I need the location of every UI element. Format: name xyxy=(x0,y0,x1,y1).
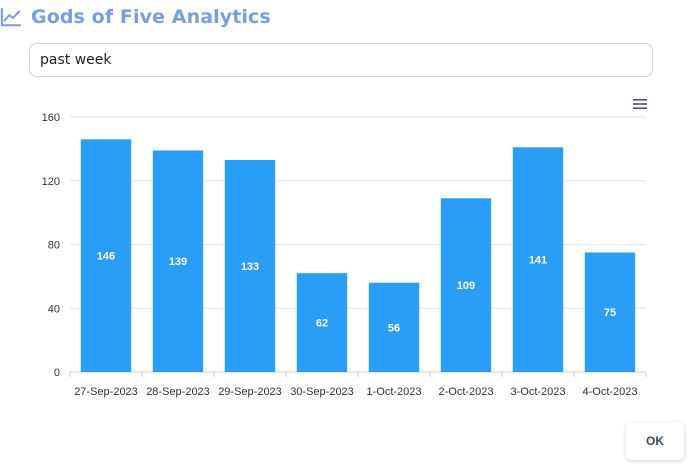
data-label: 141 xyxy=(529,255,547,267)
data-label: 56 xyxy=(388,322,400,334)
bar xyxy=(80,139,132,372)
ok-button[interactable]: OK xyxy=(626,422,684,460)
bar xyxy=(368,282,420,372)
y-tick-label: 0 xyxy=(54,367,60,379)
bar xyxy=(440,198,492,372)
bar xyxy=(296,273,348,372)
data-label: 62 xyxy=(316,318,328,330)
data-label: 109 xyxy=(457,280,475,292)
line-chart-icon xyxy=(0,7,22,27)
x-tick-label: 28-Sep-2023 xyxy=(146,386,210,398)
page-title: Gods of Five Analytics xyxy=(31,6,271,28)
x-tick-label: 29-Sep-2023 xyxy=(218,386,282,398)
y-tick-label: 80 xyxy=(48,240,60,252)
bar xyxy=(512,147,564,372)
data-label: 75 xyxy=(604,307,616,319)
x-tick-label: 4-Oct-2023 xyxy=(582,386,637,398)
bar xyxy=(224,160,276,372)
bar-chart: 0 40 80 120 160 146 27-Sep-2023 139 28-Sep-2023 1… xyxy=(42,112,647,398)
x-tick-label: 1-Oct-2023 xyxy=(366,386,421,398)
y-tick-label: 160 xyxy=(42,112,60,124)
page-header: Gods of Five Analytics xyxy=(0,2,271,32)
x-tick-label: 27-Sep-2023 xyxy=(74,386,138,398)
x-tick-label: 2-Oct-2023 xyxy=(438,386,493,398)
y-tick-label: 120 xyxy=(42,176,60,188)
x-tick-label: 30-Sep-2023 xyxy=(290,386,354,398)
y-tick-label: 40 xyxy=(48,303,60,315)
bar xyxy=(152,150,204,372)
date-range-input[interactable] xyxy=(29,43,653,77)
data-label: 139 xyxy=(169,256,187,268)
hamburger-menu-icon[interactable] xyxy=(632,97,648,111)
data-label: 146 xyxy=(97,251,115,263)
bar xyxy=(584,252,636,372)
data-label: 133 xyxy=(241,261,259,273)
x-tick-label: 3-Oct-2023 xyxy=(510,386,565,398)
